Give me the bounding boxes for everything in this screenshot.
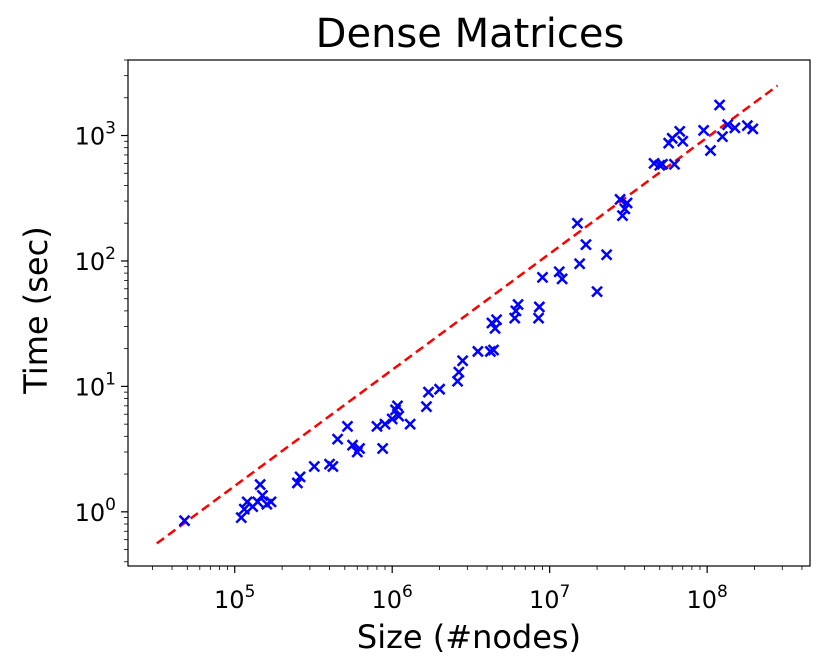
y-axis-label: Time (sec)	[17, 226, 55, 394]
data-point	[341, 420, 354, 433]
x-axis-label: Size (#nodes)	[357, 618, 581, 656]
data-point	[371, 420, 383, 433]
data-point	[536, 271, 549, 284]
data-point	[404, 418, 417, 431]
data-point	[376, 442, 389, 455]
data-point	[621, 197, 633, 209]
data-point	[391, 399, 404, 412]
data-point	[256, 489, 269, 502]
data-point	[353, 442, 366, 455]
fit-line	[156, 84, 779, 545]
data-point	[704, 144, 717, 157]
data-point	[451, 375, 464, 388]
chart-title: Dense Matrices	[316, 11, 625, 57]
x-tick-label: 105	[214, 582, 255, 614]
data-point	[668, 158, 681, 171]
data-point	[238, 503, 251, 516]
data-point	[294, 470, 306, 483]
data-point	[713, 99, 726, 111]
data-point	[490, 313, 503, 326]
data-point	[697, 124, 710, 137]
x-tick-label: 106	[372, 582, 413, 614]
data-point	[326, 460, 339, 473]
data-point	[571, 217, 584, 230]
x-axis: 105 106 107 108	[151, 566, 803, 614]
data-point	[291, 477, 304, 489]
data-point	[487, 344, 500, 356]
data-point	[741, 119, 754, 132]
data-point	[728, 122, 741, 134]
data-point	[392, 410, 405, 422]
data-point	[346, 439, 359, 452]
data-point	[452, 366, 465, 378]
data-point	[591, 285, 603, 298]
y-tick-label: 101	[75, 369, 116, 401]
y-tick-label: 100	[75, 495, 116, 527]
data-point	[433, 383, 446, 396]
data-point	[308, 460, 321, 473]
data-point	[178, 514, 191, 527]
data-point	[573, 257, 586, 270]
plot-area	[156, 84, 779, 545]
data-point	[600, 248, 613, 261]
data-point	[614, 193, 626, 206]
data-point	[721, 118, 734, 131]
data-point	[716, 130, 729, 143]
data-point	[676, 135, 689, 148]
x-tick-label: 107	[529, 582, 570, 614]
x-tick-label: 108	[686, 582, 727, 614]
data-point	[489, 322, 501, 335]
data-point	[746, 122, 759, 135]
data-point	[254, 478, 267, 491]
data-point	[533, 301, 546, 313]
y-axis: 100 101 102 103	[75, 59, 128, 563]
data-point	[379, 418, 391, 431]
data-point	[331, 433, 344, 445]
y-tick-label: 102	[75, 244, 116, 276]
data-point	[512, 298, 524, 311]
data-point	[556, 272, 569, 285]
data-point	[656, 158, 669, 171]
data-point	[456, 354, 469, 367]
data-point	[532, 312, 545, 325]
data-point	[386, 413, 399, 425]
data-point	[420, 400, 433, 413]
data-point	[509, 304, 522, 317]
data-point	[265, 496, 277, 508]
data-point	[422, 386, 435, 399]
data-point	[616, 209, 629, 222]
y-tick-label: 103	[75, 119, 116, 151]
data-point	[235, 511, 248, 524]
data-point	[553, 265, 566, 278]
data-point	[673, 125, 686, 138]
plot-frame	[127, 59, 811, 567]
data-point	[580, 238, 592, 251]
data-point	[471, 345, 484, 358]
